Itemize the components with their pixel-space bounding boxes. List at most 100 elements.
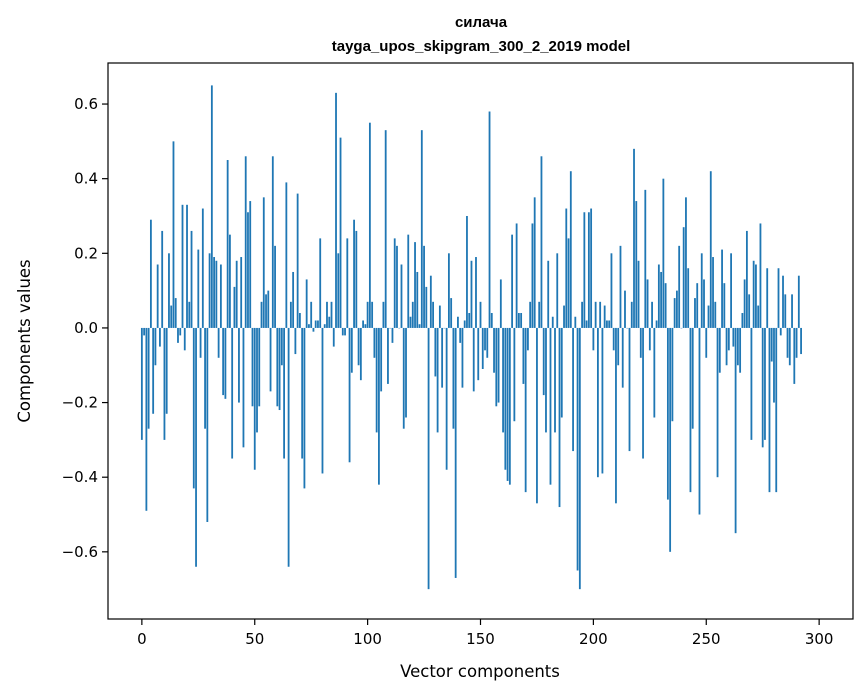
bar xyxy=(143,327,146,336)
bar xyxy=(229,234,231,328)
bar xyxy=(181,204,184,328)
bar xyxy=(391,327,394,343)
bar xyxy=(217,327,220,358)
bar xyxy=(773,327,775,403)
bar xyxy=(197,249,200,328)
bar xyxy=(285,182,288,328)
bar xyxy=(484,327,486,351)
bar xyxy=(348,327,351,463)
bar xyxy=(312,327,315,332)
bar xyxy=(438,305,441,328)
bar xyxy=(441,327,444,388)
bar xyxy=(240,257,243,328)
bar xyxy=(563,305,565,328)
bar xyxy=(757,305,760,328)
bar xyxy=(700,253,703,328)
bar xyxy=(587,212,590,328)
bar xyxy=(499,279,502,328)
bar xyxy=(520,313,523,328)
bar xyxy=(495,327,498,407)
bar xyxy=(364,324,367,328)
bar xyxy=(321,327,324,474)
bar xyxy=(163,327,166,440)
bar xyxy=(470,260,473,328)
bar xyxy=(366,301,369,328)
bar xyxy=(786,327,789,358)
bar xyxy=(651,301,653,328)
bar xyxy=(368,122,371,328)
bar xyxy=(267,290,270,328)
plot-frame xyxy=(107,62,854,620)
bar xyxy=(224,327,227,399)
bar xyxy=(490,313,493,328)
bar xyxy=(578,327,581,590)
x-tick-label: 0 xyxy=(137,630,147,648)
bar xyxy=(504,327,507,470)
bar xyxy=(314,320,317,328)
bar xyxy=(445,327,448,470)
bar xyxy=(475,257,477,328)
bar xyxy=(554,327,556,433)
bar xyxy=(716,327,719,478)
bar xyxy=(242,327,245,448)
bar xyxy=(572,327,574,452)
bar xyxy=(569,171,572,328)
bar xyxy=(615,327,617,504)
bar xyxy=(581,301,583,328)
bar xyxy=(739,327,742,373)
bar xyxy=(371,301,374,328)
bar xyxy=(149,219,152,328)
bar xyxy=(382,301,385,328)
bar xyxy=(718,327,721,373)
bar xyxy=(423,245,425,328)
bar xyxy=(694,298,696,328)
bar xyxy=(387,327,389,384)
bar xyxy=(208,253,211,328)
bar xyxy=(691,327,694,429)
bar xyxy=(380,327,383,392)
bar xyxy=(405,327,407,418)
bar xyxy=(603,305,606,328)
bar xyxy=(172,141,175,328)
bar xyxy=(170,305,173,328)
bar xyxy=(418,324,421,328)
bar xyxy=(463,320,466,328)
bar xyxy=(249,201,252,328)
bar xyxy=(177,327,179,343)
y-tick-label: 0.2 xyxy=(74,244,98,262)
bar xyxy=(527,327,529,351)
bar xyxy=(274,245,276,328)
bar xyxy=(192,327,195,489)
bar xyxy=(628,327,631,452)
bar xyxy=(768,327,771,493)
bar xyxy=(332,327,335,347)
bar xyxy=(630,301,633,328)
bar xyxy=(800,327,802,355)
bar xyxy=(344,327,346,336)
bar xyxy=(355,230,358,328)
bar xyxy=(265,294,267,328)
bar xyxy=(721,249,723,328)
bar xyxy=(673,298,676,328)
bar xyxy=(362,320,365,328)
bar xyxy=(289,301,292,328)
bar xyxy=(174,298,177,328)
chart-subtitle: tayga_upos_skipgram_300_2_2019 model xyxy=(332,38,631,55)
bar xyxy=(459,327,462,343)
bar xyxy=(531,223,534,328)
bar xyxy=(222,327,225,396)
bar xyxy=(393,238,396,328)
bar xyxy=(542,327,545,396)
bar xyxy=(276,327,279,407)
bar xyxy=(159,327,161,347)
bar xyxy=(508,327,511,485)
bar xyxy=(617,327,620,366)
bar xyxy=(432,301,434,328)
bar xyxy=(402,327,405,429)
bar xyxy=(592,327,595,351)
bar xyxy=(447,253,450,328)
bar xyxy=(201,208,204,328)
bars-group xyxy=(140,85,802,590)
bar xyxy=(698,327,701,515)
bar xyxy=(556,253,559,328)
